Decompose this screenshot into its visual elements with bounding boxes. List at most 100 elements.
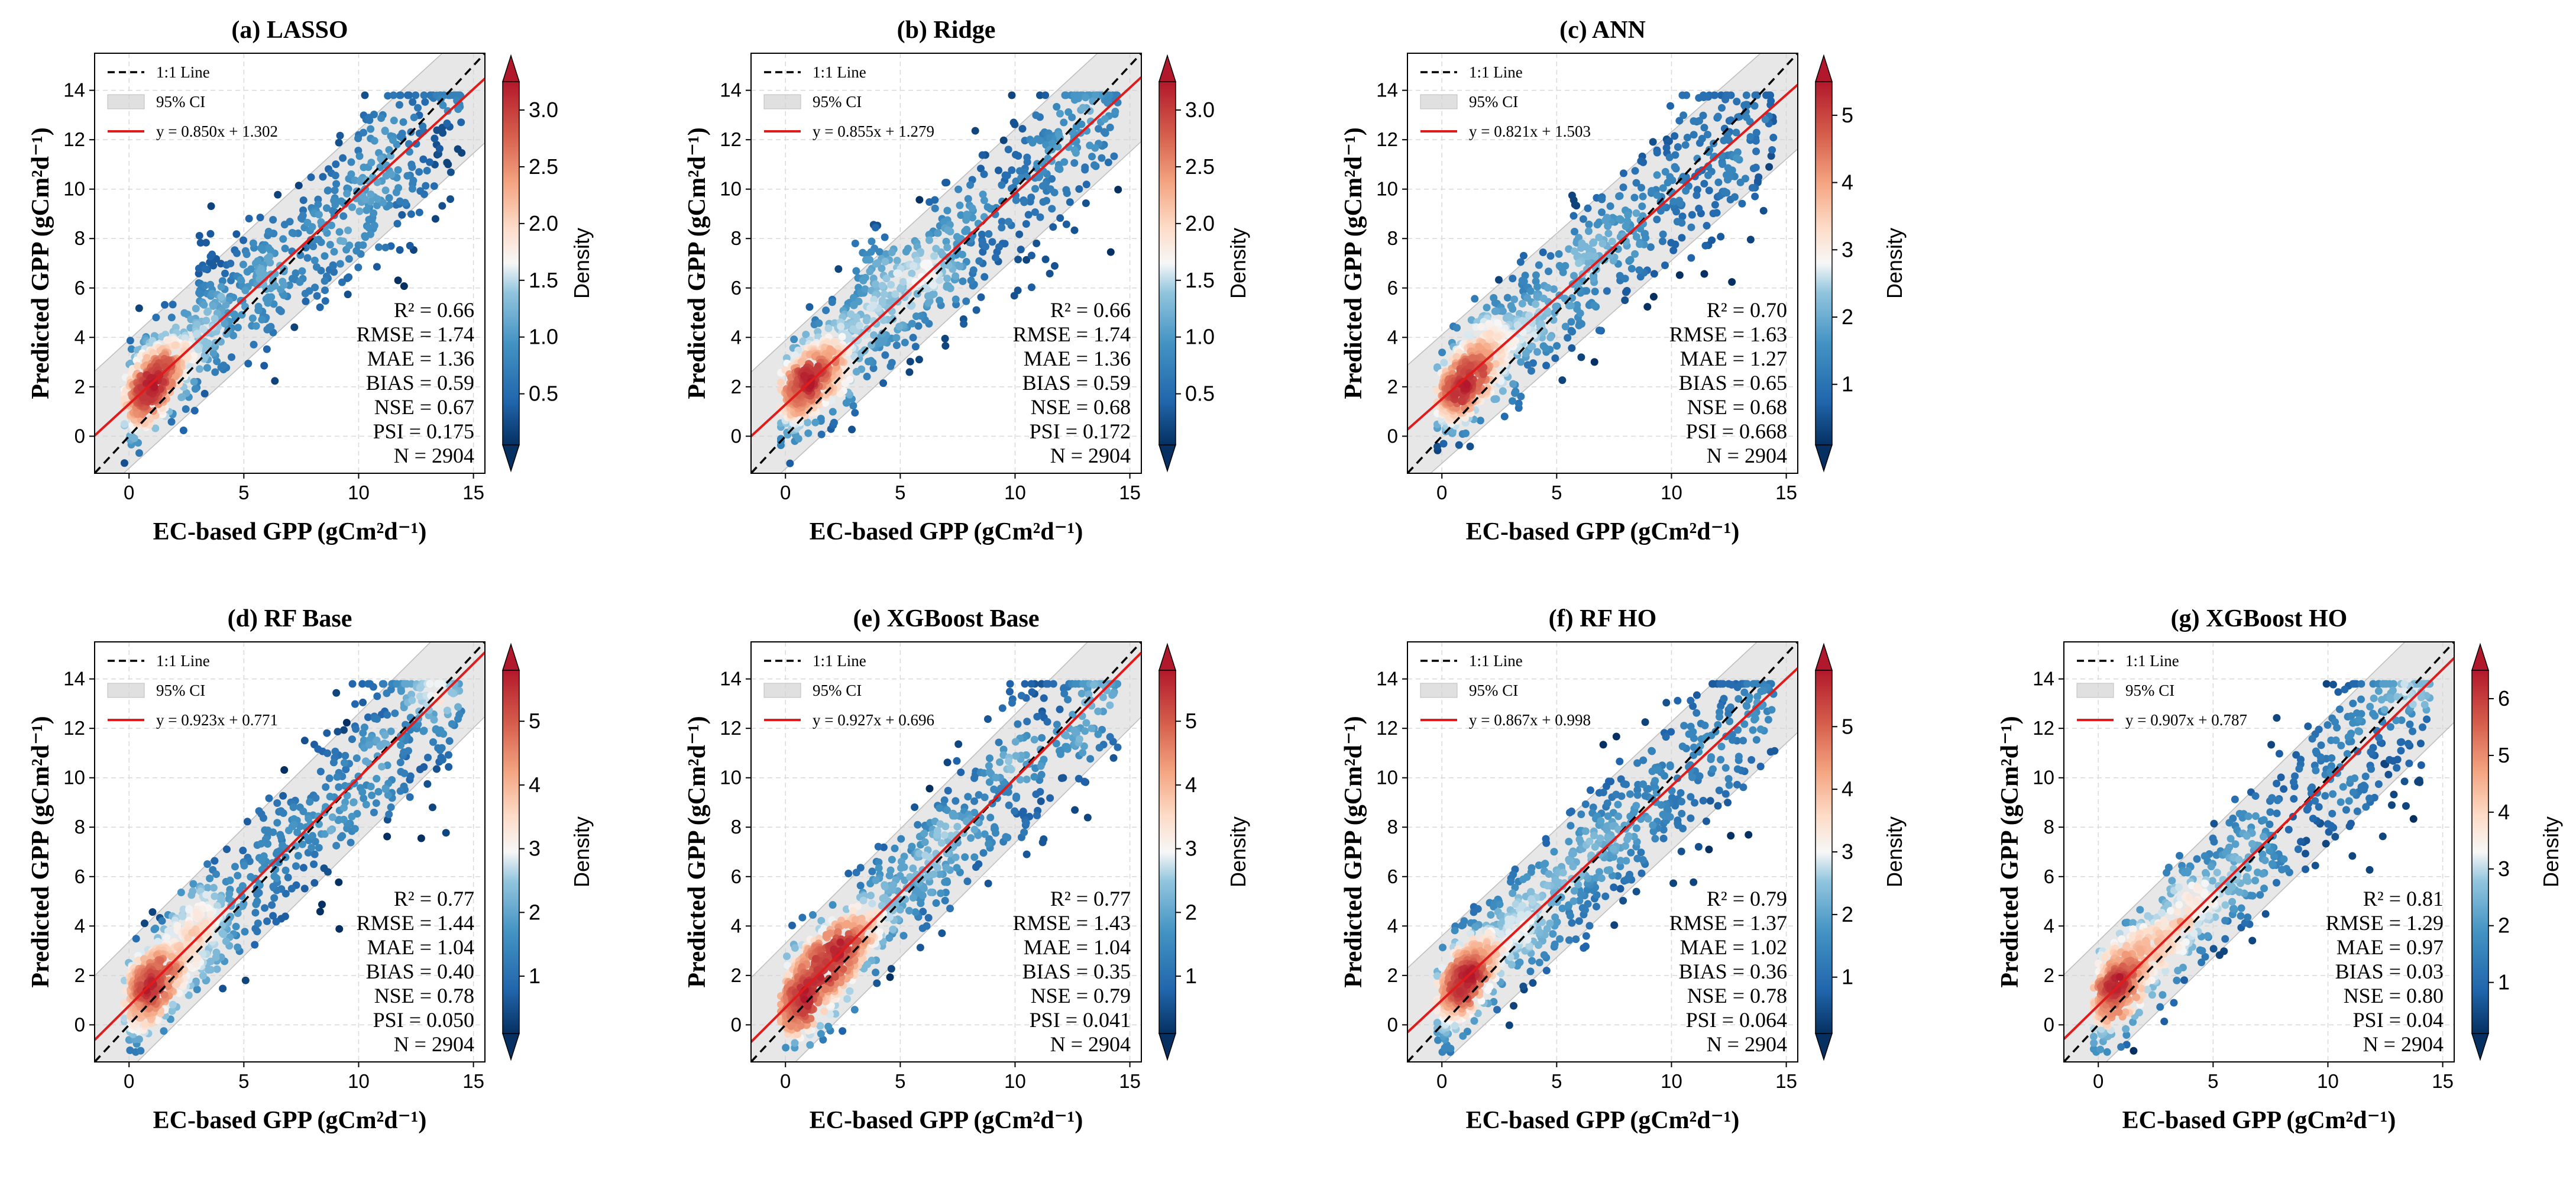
scatter-point — [1056, 109, 1064, 118]
legend-one-to-one-label: 1:1 Line — [156, 63, 210, 81]
scatter-point — [933, 831, 941, 839]
scatter-point — [1723, 171, 1732, 179]
scatter-point — [986, 813, 995, 822]
y-tick-label: 14 — [720, 79, 742, 101]
y-axis-label: Predicted GPP (gCm²d⁻¹) — [27, 127, 54, 399]
scatter-point — [307, 173, 315, 182]
scatter-point — [920, 829, 928, 838]
stat-line: R² = 0.77 — [394, 887, 474, 910]
scatter-point — [881, 257, 889, 266]
scatter-point — [1036, 787, 1044, 796]
scatter-point — [209, 302, 218, 310]
scatter-point — [1570, 272, 1578, 280]
scatter-point — [1479, 370, 1487, 379]
scatter-point — [343, 189, 351, 198]
scatter-point — [1539, 295, 1548, 303]
scatter-point — [824, 324, 833, 332]
scatter-point — [359, 241, 367, 249]
scatter-point — [449, 689, 457, 697]
scatter-point — [1030, 773, 1038, 781]
scatter-point — [245, 215, 253, 223]
scatter-point — [381, 785, 390, 793]
one-to-one-line — [751, 53, 1141, 473]
scatter-point — [321, 297, 329, 305]
scatter-point — [233, 249, 241, 257]
legend-ci-label: 95% CI — [156, 93, 205, 111]
scatter-point — [980, 830, 989, 838]
x-tick-label: 15 — [1119, 482, 1141, 503]
y-tick-label: 6 — [1387, 277, 1398, 299]
scatter-point — [1494, 319, 1502, 327]
scatter-point — [135, 1035, 143, 1044]
scatter-point — [1733, 154, 1741, 162]
scatter-point — [822, 306, 830, 315]
scatter-point — [339, 212, 348, 220]
scatter-point — [175, 989, 183, 997]
scatter-point — [339, 726, 348, 734]
scatter-point — [193, 954, 202, 963]
scatter-point — [270, 894, 279, 902]
scatter-point — [1752, 137, 1760, 145]
scatter-point — [186, 324, 195, 332]
scatter-point — [416, 187, 425, 195]
scatter-point — [925, 231, 933, 239]
scatter-point — [328, 813, 336, 821]
scatter-point — [871, 224, 879, 232]
scatter-point — [1095, 125, 1103, 133]
scatter-point — [1491, 360, 1500, 368]
scatter-point — [195, 231, 203, 240]
scatter-point — [944, 787, 952, 795]
scatter-point — [195, 934, 203, 942]
scatter-point — [1083, 813, 1092, 822]
scatter-point — [1690, 117, 1698, 125]
scatter-point — [241, 976, 250, 984]
scatter-point — [826, 929, 834, 938]
colorbar-tick-label: 3.0 — [1185, 98, 1215, 122]
scatter-point — [923, 922, 931, 930]
scatter-point — [269, 828, 277, 837]
scatter-point — [360, 736, 368, 744]
scatter-point — [941, 334, 949, 343]
scatter-point — [1648, 187, 1656, 195]
scatter-point — [406, 772, 415, 780]
scatter-point — [870, 331, 878, 340]
scatter-point — [383, 832, 391, 841]
scatter-point — [1701, 241, 1710, 250]
y-tick-label: 2 — [1387, 376, 1398, 398]
scatter-point — [1031, 185, 1040, 193]
scatter-point — [263, 345, 271, 353]
scatter-point — [1046, 269, 1054, 277]
scatter-point — [1517, 392, 1525, 401]
scatter-point — [120, 459, 128, 467]
scatter-point — [983, 715, 992, 723]
scatter-point — [1575, 259, 1583, 267]
scatter-point — [1631, 167, 1639, 175]
scatter-point — [1022, 775, 1031, 783]
scatter-point — [276, 831, 284, 839]
scatter-point — [1695, 204, 1703, 212]
scatter-point — [1717, 232, 1725, 241]
scatter-point — [797, 358, 805, 366]
scatter-point — [321, 252, 329, 260]
scatter-point — [331, 172, 339, 180]
scatter-point — [1063, 745, 1072, 753]
scatter-point — [798, 913, 807, 922]
scatter-point — [968, 214, 976, 222]
scatter-point — [1659, 230, 1667, 238]
scatter-point — [998, 218, 1006, 226]
scatter-point — [934, 229, 942, 237]
scatter-point — [134, 361, 142, 370]
legend-ci-swatch — [107, 683, 145, 698]
scatter-point — [360, 128, 368, 137]
scatter-point — [186, 963, 194, 971]
scatter-point — [1713, 209, 1721, 217]
legend-one-to-one-label: 1:1 Line — [1469, 63, 1523, 81]
scatter-point — [336, 260, 344, 268]
scatter-point — [953, 864, 961, 872]
scatter-point — [1614, 245, 1622, 253]
scatter-point — [226, 876, 234, 884]
scatter-point — [313, 292, 321, 300]
scatter-point — [254, 302, 263, 311]
scatter-point — [347, 158, 355, 166]
scatter-point — [838, 332, 846, 341]
